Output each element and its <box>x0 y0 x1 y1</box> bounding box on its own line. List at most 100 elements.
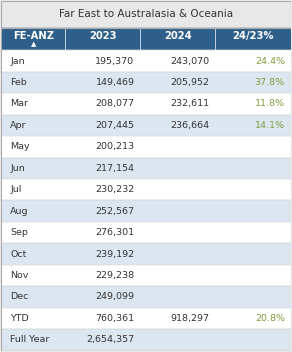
Text: 217,154: 217,154 <box>95 164 134 173</box>
Text: 243,070: 243,070 <box>171 57 210 65</box>
Text: May: May <box>10 142 30 151</box>
Bar <box>215 265 291 286</box>
Bar <box>140 243 215 265</box>
Bar <box>1 243 65 265</box>
Bar <box>1 179 65 200</box>
Bar <box>65 179 140 200</box>
Bar <box>215 179 291 200</box>
Text: 239,192: 239,192 <box>95 250 134 259</box>
Text: 195,370: 195,370 <box>95 57 134 65</box>
Text: Jun: Jun <box>10 164 25 173</box>
Bar <box>215 50 291 72</box>
Bar <box>140 179 215 200</box>
Bar <box>1 158 65 179</box>
Bar <box>140 115 215 136</box>
Bar <box>1 265 65 286</box>
Bar <box>140 27 215 50</box>
Bar <box>65 93 140 115</box>
Text: Oct: Oct <box>10 250 27 259</box>
Text: 229,238: 229,238 <box>95 271 134 280</box>
Text: 207,445: 207,445 <box>95 121 134 130</box>
Bar <box>65 243 140 265</box>
Bar <box>65 115 140 136</box>
Bar <box>215 72 291 93</box>
Bar <box>215 93 291 115</box>
Bar <box>140 200 215 222</box>
Bar <box>65 200 140 222</box>
Bar <box>140 136 215 158</box>
Bar <box>65 329 140 351</box>
Text: 2024: 2024 <box>164 31 192 42</box>
Bar <box>140 93 215 115</box>
Bar <box>215 115 291 136</box>
Bar <box>1 200 65 222</box>
Bar <box>140 222 215 243</box>
Bar <box>65 50 140 72</box>
Bar <box>215 286 291 308</box>
Bar <box>65 136 140 158</box>
Bar <box>1 1 291 27</box>
Text: 760,361: 760,361 <box>95 314 134 323</box>
Bar <box>1 136 65 158</box>
Text: Mar: Mar <box>10 99 28 108</box>
Text: Nov: Nov <box>10 271 28 280</box>
Bar <box>140 308 215 329</box>
Text: 230,232: 230,232 <box>95 185 134 194</box>
Text: 200,213: 200,213 <box>95 142 134 151</box>
Bar <box>1 27 65 50</box>
Bar <box>65 286 140 308</box>
Bar <box>1 286 65 308</box>
Text: Apr: Apr <box>10 121 27 130</box>
Text: Full Year: Full Year <box>10 335 49 344</box>
Text: 2,654,357: 2,654,357 <box>86 335 134 344</box>
Text: 149,469: 149,469 <box>95 78 134 87</box>
Text: 236,664: 236,664 <box>171 121 210 130</box>
Text: ▲: ▲ <box>31 41 36 47</box>
Bar <box>1 308 65 329</box>
Text: 208,077: 208,077 <box>95 99 134 108</box>
Text: YTD: YTD <box>10 314 29 323</box>
Bar <box>140 286 215 308</box>
Text: 249,099: 249,099 <box>95 293 134 301</box>
Text: 14.1%: 14.1% <box>255 121 285 130</box>
Text: Jan: Jan <box>10 57 25 65</box>
Text: Feb: Feb <box>10 78 27 87</box>
Text: 205,952: 205,952 <box>171 78 210 87</box>
Bar <box>65 72 140 93</box>
Text: 232,611: 232,611 <box>171 99 210 108</box>
Bar <box>1 1 291 27</box>
Text: FE-ANZ: FE-ANZ <box>13 31 54 42</box>
Text: Far East to Australasia & Oceania: Far East to Australasia & Oceania <box>59 10 233 19</box>
Text: 918,297: 918,297 <box>171 314 210 323</box>
Text: 37.8%: 37.8% <box>255 78 285 87</box>
Bar <box>1 329 65 351</box>
Bar <box>215 136 291 158</box>
Bar <box>140 265 215 286</box>
Bar <box>65 265 140 286</box>
Bar <box>140 329 215 351</box>
Bar <box>215 329 291 351</box>
Bar <box>215 27 291 50</box>
Bar <box>1 72 65 93</box>
Text: Dec: Dec <box>10 293 28 301</box>
Bar <box>65 308 140 329</box>
Text: 24.4%: 24.4% <box>255 57 285 65</box>
Bar <box>215 200 291 222</box>
Text: Sep: Sep <box>10 228 28 237</box>
Bar <box>65 222 140 243</box>
Bar <box>140 50 215 72</box>
Bar <box>1 93 65 115</box>
Bar <box>140 72 215 93</box>
Text: 276,301: 276,301 <box>95 228 134 237</box>
Text: Aug: Aug <box>10 207 29 216</box>
Bar <box>1 115 65 136</box>
Bar <box>1 50 65 72</box>
Bar <box>215 243 291 265</box>
Text: 2023: 2023 <box>89 31 117 42</box>
Text: 20.8%: 20.8% <box>255 314 285 323</box>
Bar <box>215 308 291 329</box>
Bar <box>1 222 65 243</box>
Text: 24/23%: 24/23% <box>232 31 274 42</box>
Bar <box>215 222 291 243</box>
Bar <box>65 158 140 179</box>
